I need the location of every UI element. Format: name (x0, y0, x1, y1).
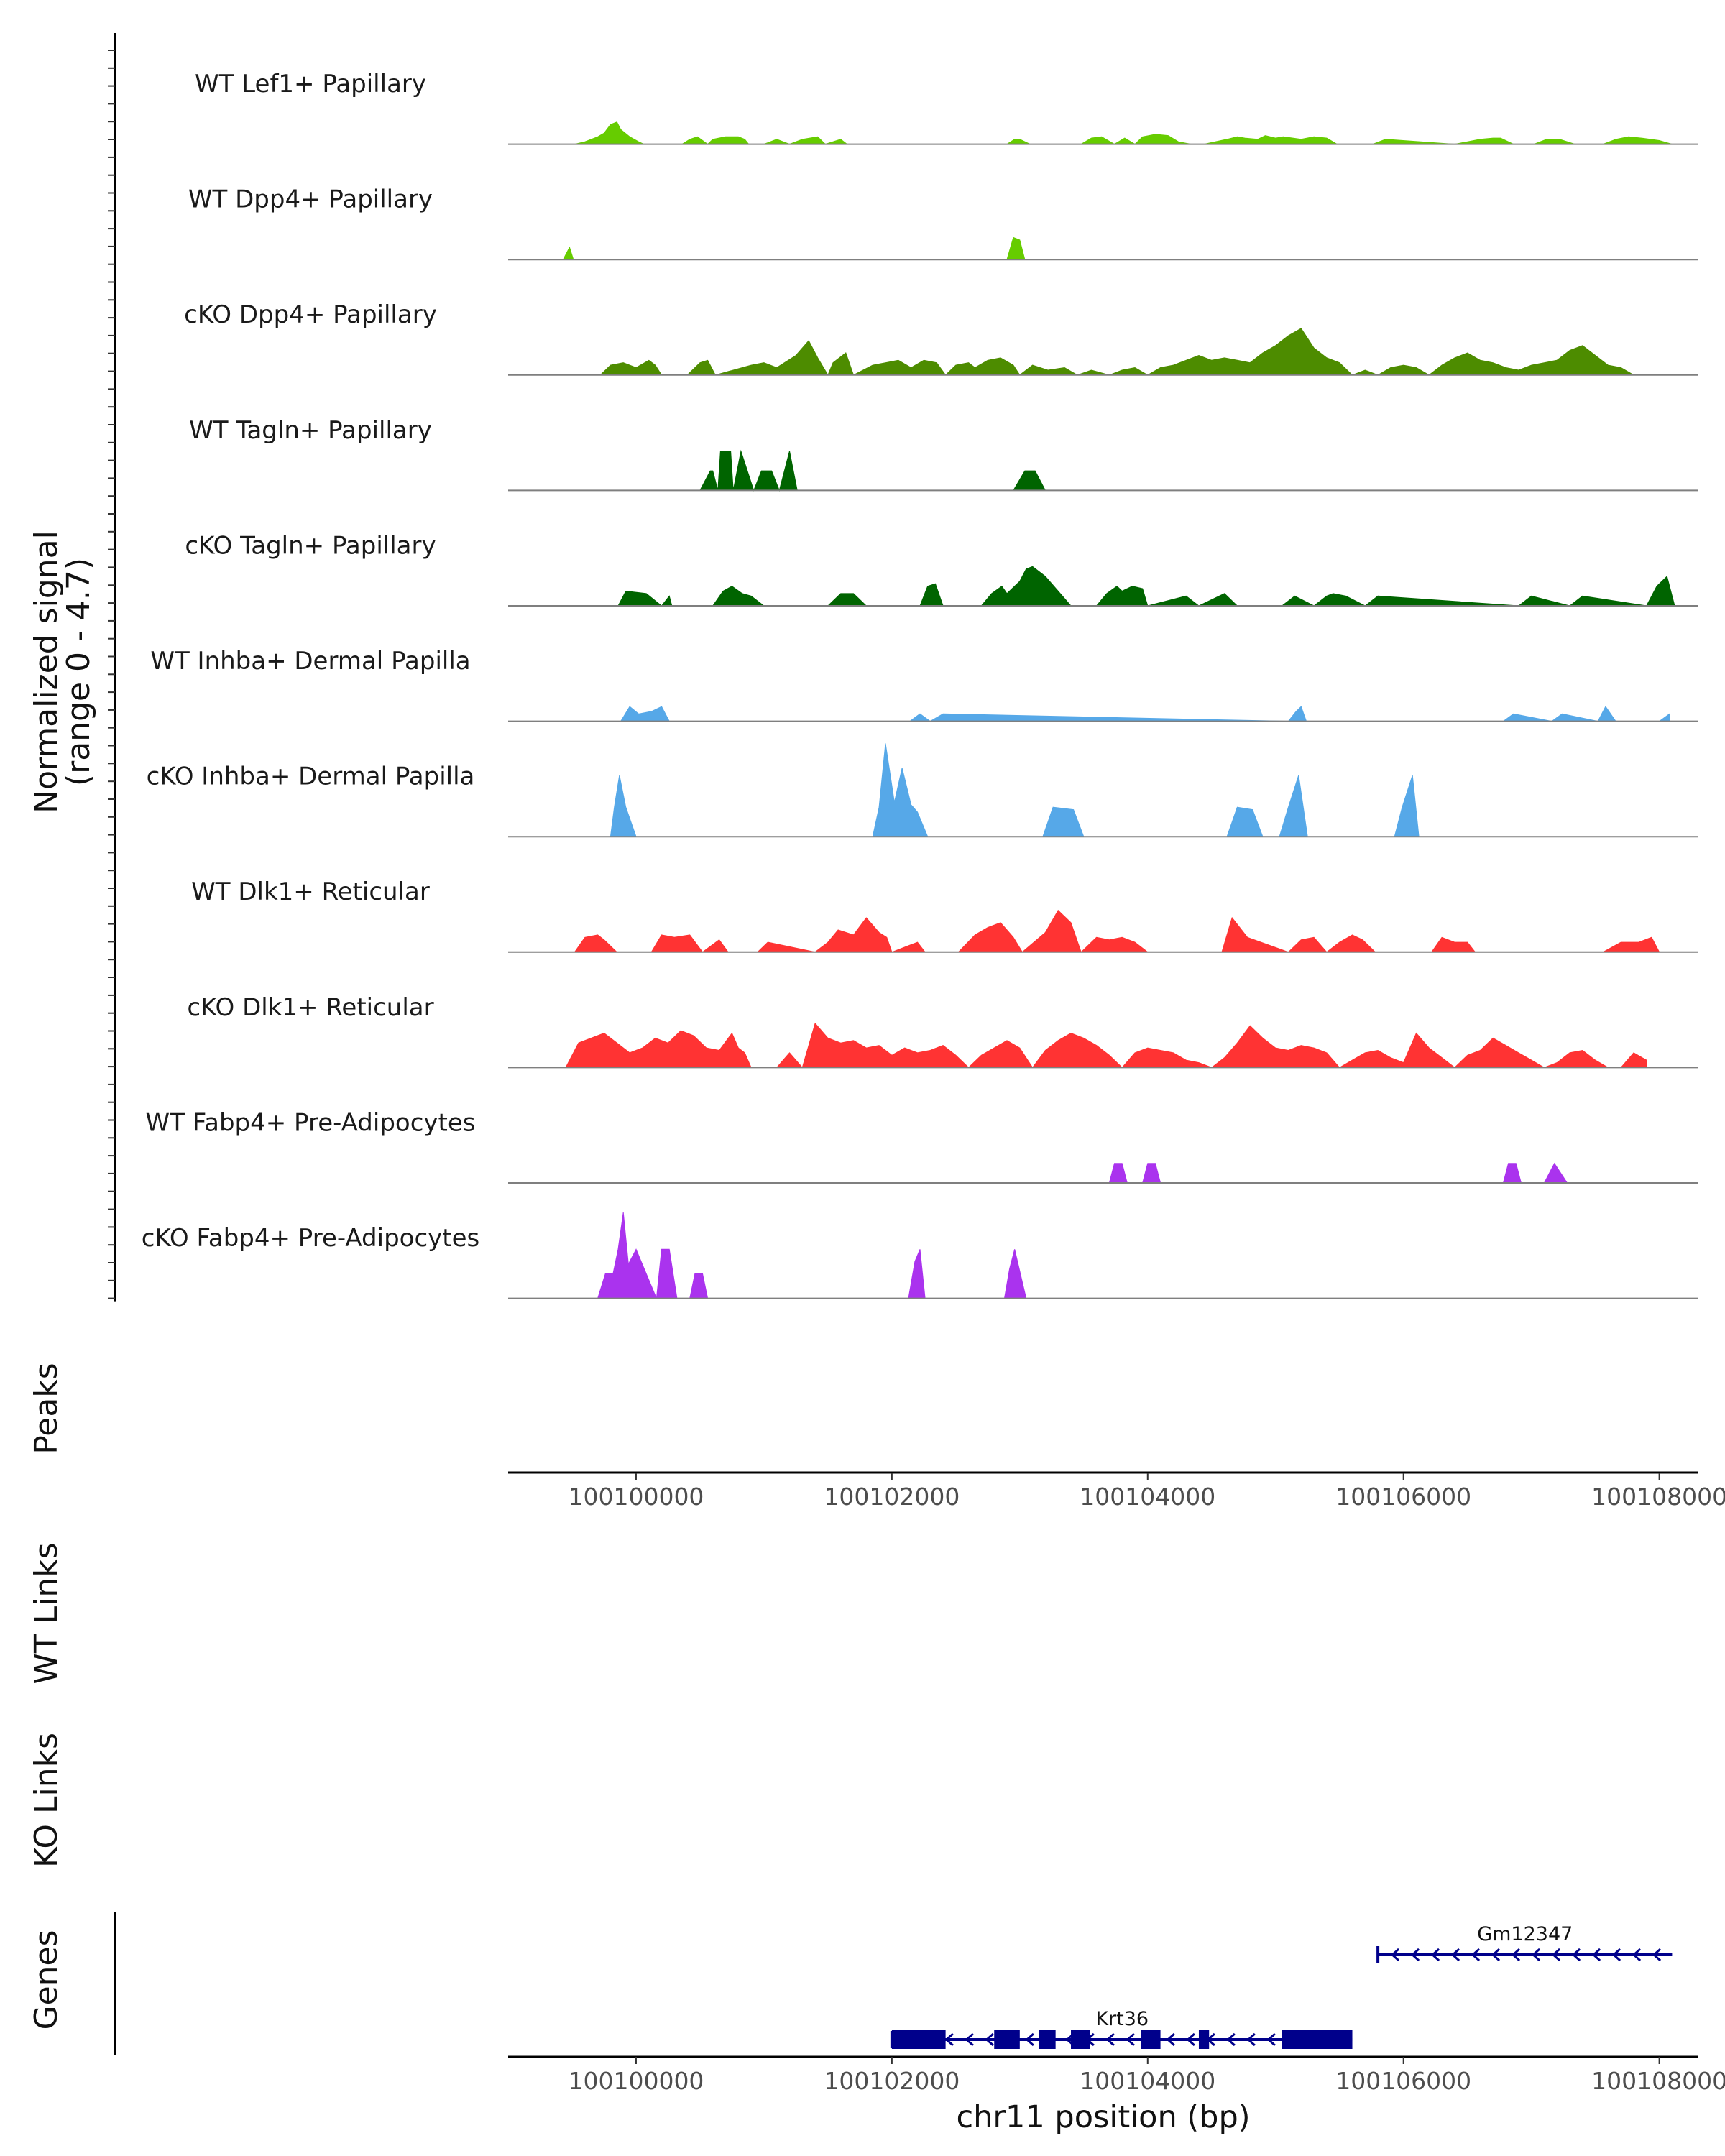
exon (1071, 2030, 1090, 2049)
coverage-area (610, 743, 1420, 837)
exon (1282, 2030, 1353, 2049)
track-6: WT Inhba+ Dermal Papilla (150, 647, 1698, 722)
exon (1141, 2030, 1161, 2049)
strand-arrow (1226, 2032, 1236, 2047)
strand-arrow (1450, 1948, 1460, 1962)
track-9: cKO Dlk1+ Reticular (187, 993, 1698, 1069)
x-tick-label: 100108000 (1591, 1483, 1725, 1511)
x-tick-label: 100108000 (1591, 2067, 1725, 2095)
x-tick-label: 100104000 (1080, 2067, 1215, 2095)
strand-arrow (1491, 1948, 1501, 1962)
x-tick-label: 100100000 (568, 2067, 704, 2095)
track-3: cKO Dpp4+ Papillary (184, 300, 1698, 376)
exon (891, 2030, 946, 2049)
x-axis-peaks: 100100000 100102000 100104000 100106000 1001… (508, 1471, 1725, 1511)
coverage-area (574, 121, 1673, 145)
x-tick-label: 100106000 (1335, 2067, 1471, 2095)
x-tick-label: 100104000 (1080, 1483, 1215, 1511)
track-4: WT Tagln+ Papillary (189, 416, 1698, 492)
strand-arrow (1531, 1948, 1541, 1962)
strand-arrow (1246, 2032, 1256, 2047)
track-7: cKO Inhba+ Dermal Papilla (147, 743, 1698, 838)
track-label: WT Inhba+ Dermal Papilla (150, 647, 470, 676)
strand-arrow (965, 2032, 974, 2047)
track-label: cKO Dlk1+ Reticular (187, 993, 433, 1022)
exon (1198, 2030, 1210, 2049)
coverage-area (597, 1212, 1027, 1299)
track-label: WT Fabp4+ Pre-Adipocytes (146, 1108, 476, 1137)
x-tick-label: 100102000 (824, 1483, 960, 1511)
coverage-area (562, 236, 1026, 260)
ko-links-track-label: KO Links (28, 1733, 65, 1868)
coverage-area (574, 909, 1660, 953)
strand-arrow (1652, 1948, 1662, 1962)
strand-arrow (1591, 1948, 1601, 1962)
track-5: cKO Tagln+ Papillary (185, 531, 1698, 607)
x-axis-title: chr11 position (bp) (956, 2099, 1250, 2135)
track-label: WT Lef1+ Papillary (195, 70, 426, 98)
strand-arrow (1390, 1948, 1400, 1962)
gene-annotations: Gm12347 Krt36 (890, 1923, 1673, 2049)
track-label: WT Dpp4+ Papillary (188, 185, 433, 214)
coverage-y-axis (108, 33, 116, 1302)
gene-label: Gm12347 (1477, 1923, 1573, 1945)
track-label: cKO Dpp4+ Papillary (184, 300, 437, 329)
x-tick-label: 100100000 (568, 1483, 704, 1511)
strand-arrow (944, 2032, 954, 2047)
strand-arrow (1430, 1948, 1440, 1962)
strand-arrow (1551, 1948, 1561, 1962)
exon (1039, 2030, 1056, 2049)
x-axis-genes: 100100000 100102000 100104000 100106000 1001… (508, 2055, 1725, 2095)
track-1: WT Lef1+ Papillary (195, 70, 1698, 145)
strand-arrow (985, 2032, 994, 2047)
track-label: cKO Tagln+ Papillary (185, 531, 436, 560)
x-tick-label: 100106000 (1335, 1483, 1471, 1511)
y-axis-title-line1: Normalized signal (28, 530, 65, 814)
gene-krt36: Krt36 (890, 2008, 1353, 2049)
gene-label: Krt36 (1095, 2008, 1149, 2030)
strand-arrow (1571, 1948, 1581, 1962)
coverage-tracks: WT Lef1+ Papillary WT Dpp4+ Papillary cKO … (142, 70, 1698, 1299)
strand-arrow (1105, 2032, 1115, 2047)
track-label: cKO Fabp4+ Pre-Adipocytes (142, 1224, 480, 1253)
track-label: WT Dlk1+ Reticular (191, 877, 430, 906)
y-axis-title-line2: (range 0 - 4.7) (60, 558, 97, 786)
strand-arrow (1025, 2032, 1034, 2047)
x-tick-label: 100102000 (824, 2067, 960, 2095)
coverage-area (620, 706, 1670, 722)
track-10: WT Fabp4+ Pre-Adipocytes (146, 1108, 1698, 1184)
coverage-area (599, 328, 1660, 376)
coverage-area (565, 1022, 1647, 1069)
genes-track-label: Genes (28, 1930, 65, 2030)
track-8: WT Dlk1+ Reticular (191, 877, 1698, 953)
peaks-track-label: Peaks (28, 1363, 65, 1454)
coverage-area (699, 449, 1046, 492)
track-label: cKO Inhba+ Dermal Papilla (147, 763, 475, 791)
strand-arrow (1632, 1948, 1642, 1962)
track-2: WT Dpp4+ Papillary (188, 185, 1698, 261)
strand-arrow (1186, 2032, 1195, 2047)
coverage-area (1108, 1162, 1568, 1184)
track-label: WT Tagln+ Papillary (189, 416, 432, 445)
wt-links-track-label: WT Links (28, 1542, 65, 1684)
exon (994, 2030, 1020, 2049)
gene-gm12347: Gm12347 (1376, 1923, 1673, 1963)
strand-arrow (1126, 2032, 1135, 2047)
track-11: cKO Fabp4+ Pre-Adipocytes (142, 1212, 1698, 1299)
strand-arrow (1611, 1948, 1622, 1962)
strand-arrow (1266, 2032, 1276, 2047)
strand-arrow (1471, 1948, 1481, 1962)
strand-arrow (1410, 1948, 1420, 1962)
strand-arrow (1511, 1948, 1521, 1962)
coverage-area (617, 566, 1675, 607)
strand-arrow (1166, 2032, 1175, 2047)
